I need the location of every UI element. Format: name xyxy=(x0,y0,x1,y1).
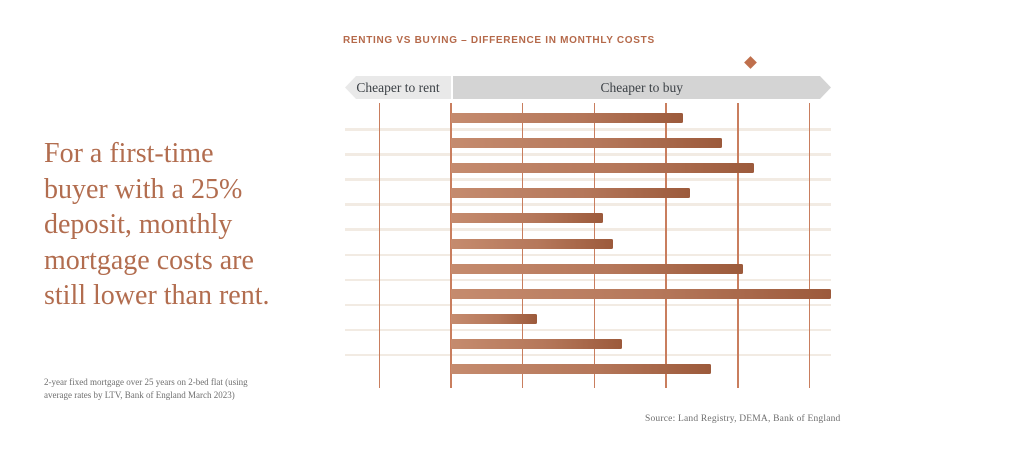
row-separator-line xyxy=(345,178,831,181)
row-separator-line xyxy=(345,353,831,357)
x-gridline xyxy=(665,103,667,388)
row-separator-line xyxy=(345,203,831,206)
x-gridline xyxy=(808,103,811,388)
footnote-line: 2-year fixed mortgage over 25 years on 2… xyxy=(44,377,248,387)
headline: For a first-time buyer with a 25% deposi… xyxy=(44,136,314,314)
row-separator-line xyxy=(345,228,831,231)
row-separator-line xyxy=(345,128,831,131)
chart-title: RENTING VS BUYING – DIFFERENCE IN MONTHL… xyxy=(343,35,655,46)
source-credit: Source: Land Registry, DEMA, Bank of Eng… xyxy=(645,414,841,424)
footnote: 2-year fixed mortgage over 25 years on 2… xyxy=(44,376,304,401)
bar xyxy=(451,163,755,174)
bar xyxy=(451,138,723,149)
headline-line: For a first-time xyxy=(44,138,214,169)
bar xyxy=(451,238,614,249)
footnote-line: average rates by LTV, Bank of England Ma… xyxy=(44,389,235,400)
bar xyxy=(451,263,743,274)
axis-header: Cheaper to rent Cheaper to buy xyxy=(345,76,831,99)
bar xyxy=(451,338,622,349)
x-gridline xyxy=(737,103,739,388)
bar xyxy=(451,364,712,374)
row-separator-line xyxy=(345,153,831,156)
axis-segment-cheaper-to-rent: Cheaper to rent xyxy=(345,76,451,99)
axis-label-right: Cheaper to buy xyxy=(600,79,683,95)
headline-line: buyer with a 25% xyxy=(44,173,243,205)
x-gridline xyxy=(378,103,381,388)
headline-line: still lower than rent. xyxy=(44,280,270,311)
bar xyxy=(451,113,684,123)
bar xyxy=(451,213,603,224)
row-separator-line xyxy=(345,278,831,282)
bar xyxy=(451,188,690,199)
bar xyxy=(451,288,831,299)
bar xyxy=(451,313,538,324)
row-separator-line xyxy=(345,303,831,307)
row-separator-line xyxy=(345,253,831,256)
axis-label-left: Cheaper to rent xyxy=(356,79,440,95)
axis-segment-cheaper-to-buy: Cheaper to buy xyxy=(453,76,832,99)
row-separator-line xyxy=(345,328,831,332)
chart: RENTING VS BUYING – DIFFERENCE IN MONTHL… xyxy=(343,30,835,410)
headline-line: mortgage costs are xyxy=(44,244,254,276)
plot-area xyxy=(343,100,835,390)
diamond-marker-icon xyxy=(744,56,758,69)
headline-line: deposit, monthly xyxy=(44,209,233,240)
